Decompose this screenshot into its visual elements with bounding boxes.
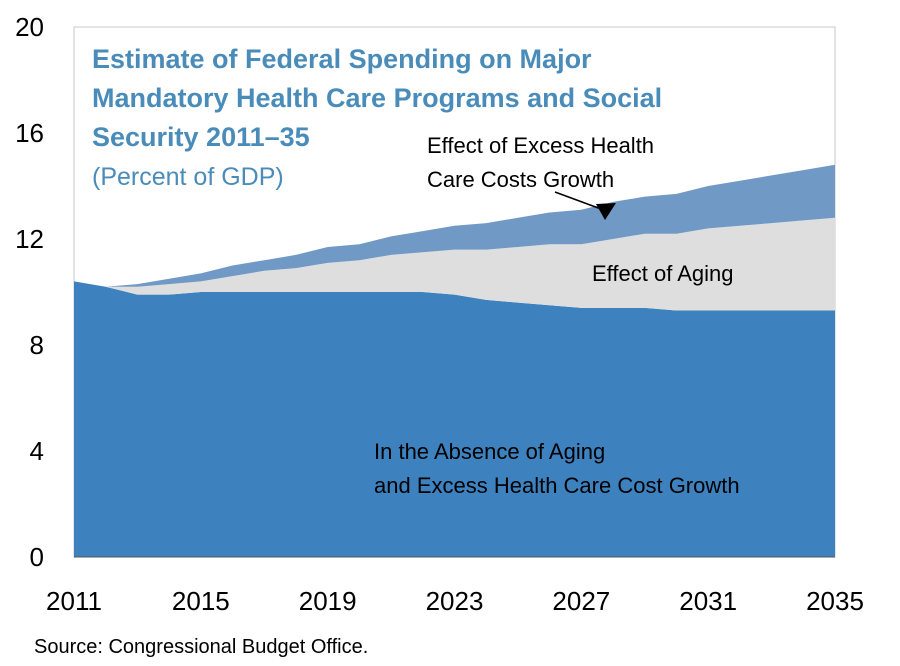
chart-title-line-3: Security 2011–35: [92, 122, 310, 152]
x-axis-ticks: 2011 2015 2019 2023 2027 2031 2035: [46, 586, 864, 616]
area-effect-of-excess-health-costs: [74, 164, 835, 287]
annotation-excess-line-1: Effect of Excess Health: [427, 133, 654, 158]
annotation-arrow-line: [554, 191, 602, 210]
chart-subtitle: (Percent of GDP): [92, 163, 284, 191]
y-tick-label: 4: [30, 436, 44, 466]
x-tick-label: 2023: [426, 586, 484, 616]
annotation-absence-line-2: and Excess Health Care Cost Growth: [374, 473, 740, 498]
x-tick-label: 2011: [46, 586, 102, 616]
annotation-arrow-head: [596, 203, 616, 220]
x-tick-label: 2031: [679, 586, 737, 616]
y-tick-label: 8: [30, 330, 44, 360]
y-axis-ticks: 0 4 8 12 16 20: [15, 12, 44, 572]
chart-title-line-2: Mandatory Health Care Programs and Socia…: [92, 83, 662, 113]
x-tick-label: 2015: [172, 586, 230, 616]
x-tick-label: 2019: [299, 586, 357, 616]
annotation-aging: Effect of Aging: [592, 261, 733, 286]
x-tick-label: 2027: [552, 586, 610, 616]
x-tick-label: 2035: [806, 586, 864, 616]
area-effect-of-aging: [74, 217, 835, 311]
y-tick-label: 20: [15, 12, 44, 42]
chart-title-line-1: Estimate of Federal Spending on Major: [92, 44, 592, 74]
source-note: Source: Congressional Budget Office.: [34, 636, 369, 658]
annotation-absence-line-1: In the Absence of Aging: [374, 439, 605, 464]
y-tick-label: 0: [30, 542, 44, 572]
y-tick-label: 12: [15, 224, 44, 254]
annotation-excess-line-2: Care Costs Growth: [427, 167, 614, 192]
y-tick-label: 16: [15, 118, 44, 148]
area-absence-of-aging: [74, 281, 835, 557]
